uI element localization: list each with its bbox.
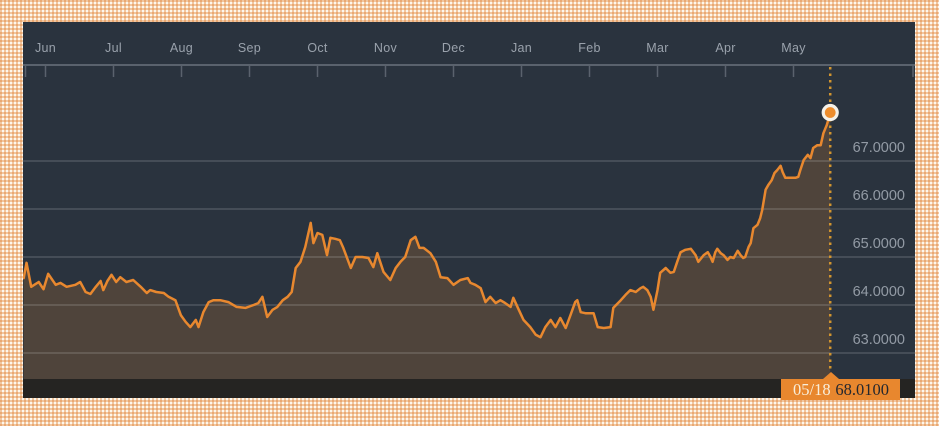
price-area (23, 112, 831, 379)
x-axis-label: Apr (715, 41, 736, 55)
y-axis-label: 63.0000 (852, 332, 905, 348)
x-axis-label: Mar (646, 41, 669, 55)
y-axis-label: 64.0000 (852, 284, 905, 300)
tooltip-arrow-icon (823, 372, 839, 379)
x-axis-label: Dec (441, 41, 466, 55)
x-axis-label: Feb (578, 41, 601, 55)
tooltip-date: 05/18 (793, 379, 831, 399)
x-axis-label: May (781, 41, 806, 55)
tooltip-value: 68.0100 (835, 379, 889, 399)
x-axis-label: Sep (237, 41, 262, 55)
y-axis-label: 65.0000 (852, 236, 905, 252)
x-axis-label: Nov (373, 41, 398, 55)
y-axis-label: 66.0000 (852, 188, 905, 204)
last-price-tooltip: 05/18 68.0100 (781, 372, 900, 400)
last-point-marker[interactable] (821, 103, 839, 122)
x-axis-label: Jan (510, 41, 533, 55)
price-line (23, 111, 832, 339)
x-axis-label: Oct (307, 41, 328, 55)
x-axis-label: Aug (169, 41, 194, 55)
chart-panel: Jun Jul Aug Sep Oct Nov Dec Jan Feb Mar Apr May 67.… (23, 22, 915, 400)
y-axis-label: 67.0000 (852, 140, 905, 156)
price-chart[interactable] (23, 22, 915, 398)
bottom-bar (23, 379, 915, 398)
x-axis-label: Jul (105, 41, 122, 55)
x-axis-label: Jun (34, 41, 57, 55)
